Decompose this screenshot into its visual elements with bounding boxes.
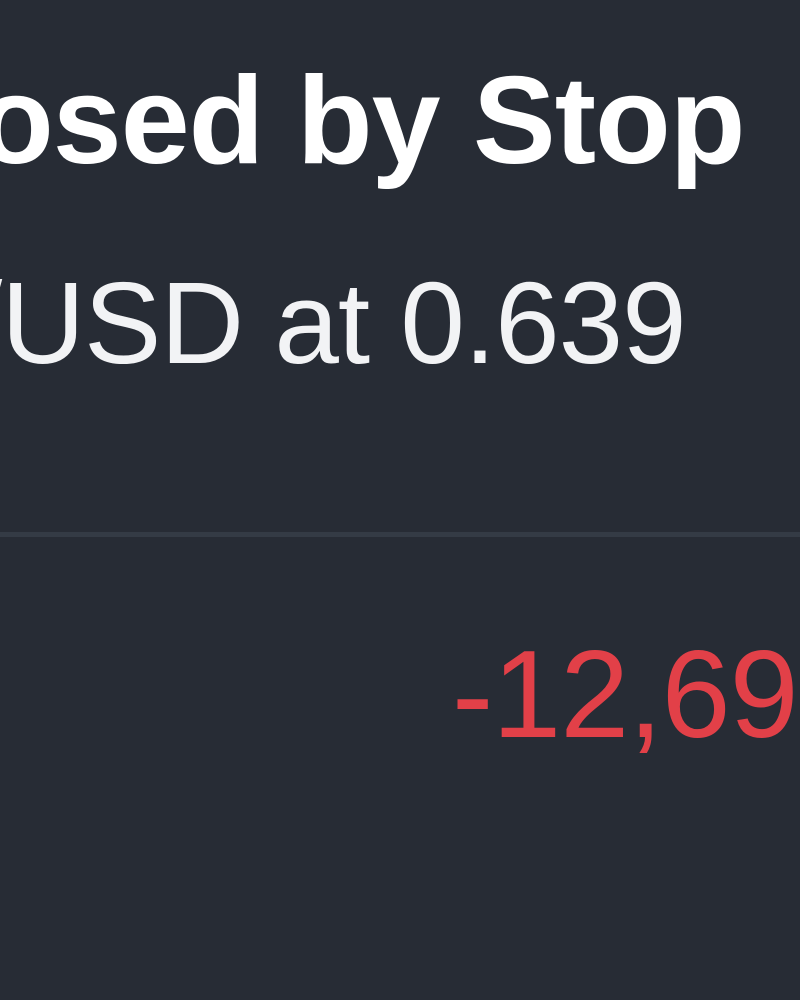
notification-message-row: /USD at 0.639 — [0, 258, 800, 388]
notification-divider — [0, 532, 800, 537]
notification-title: osed by Stop — [0, 52, 746, 190]
pnl-row: -12,69 — [0, 620, 800, 770]
notification-message: /USD at 0.639 — [0, 258, 687, 388]
pnl-value: -12,69 — [452, 626, 799, 764]
notification-title-row: osed by Stop — [0, 46, 800, 216]
